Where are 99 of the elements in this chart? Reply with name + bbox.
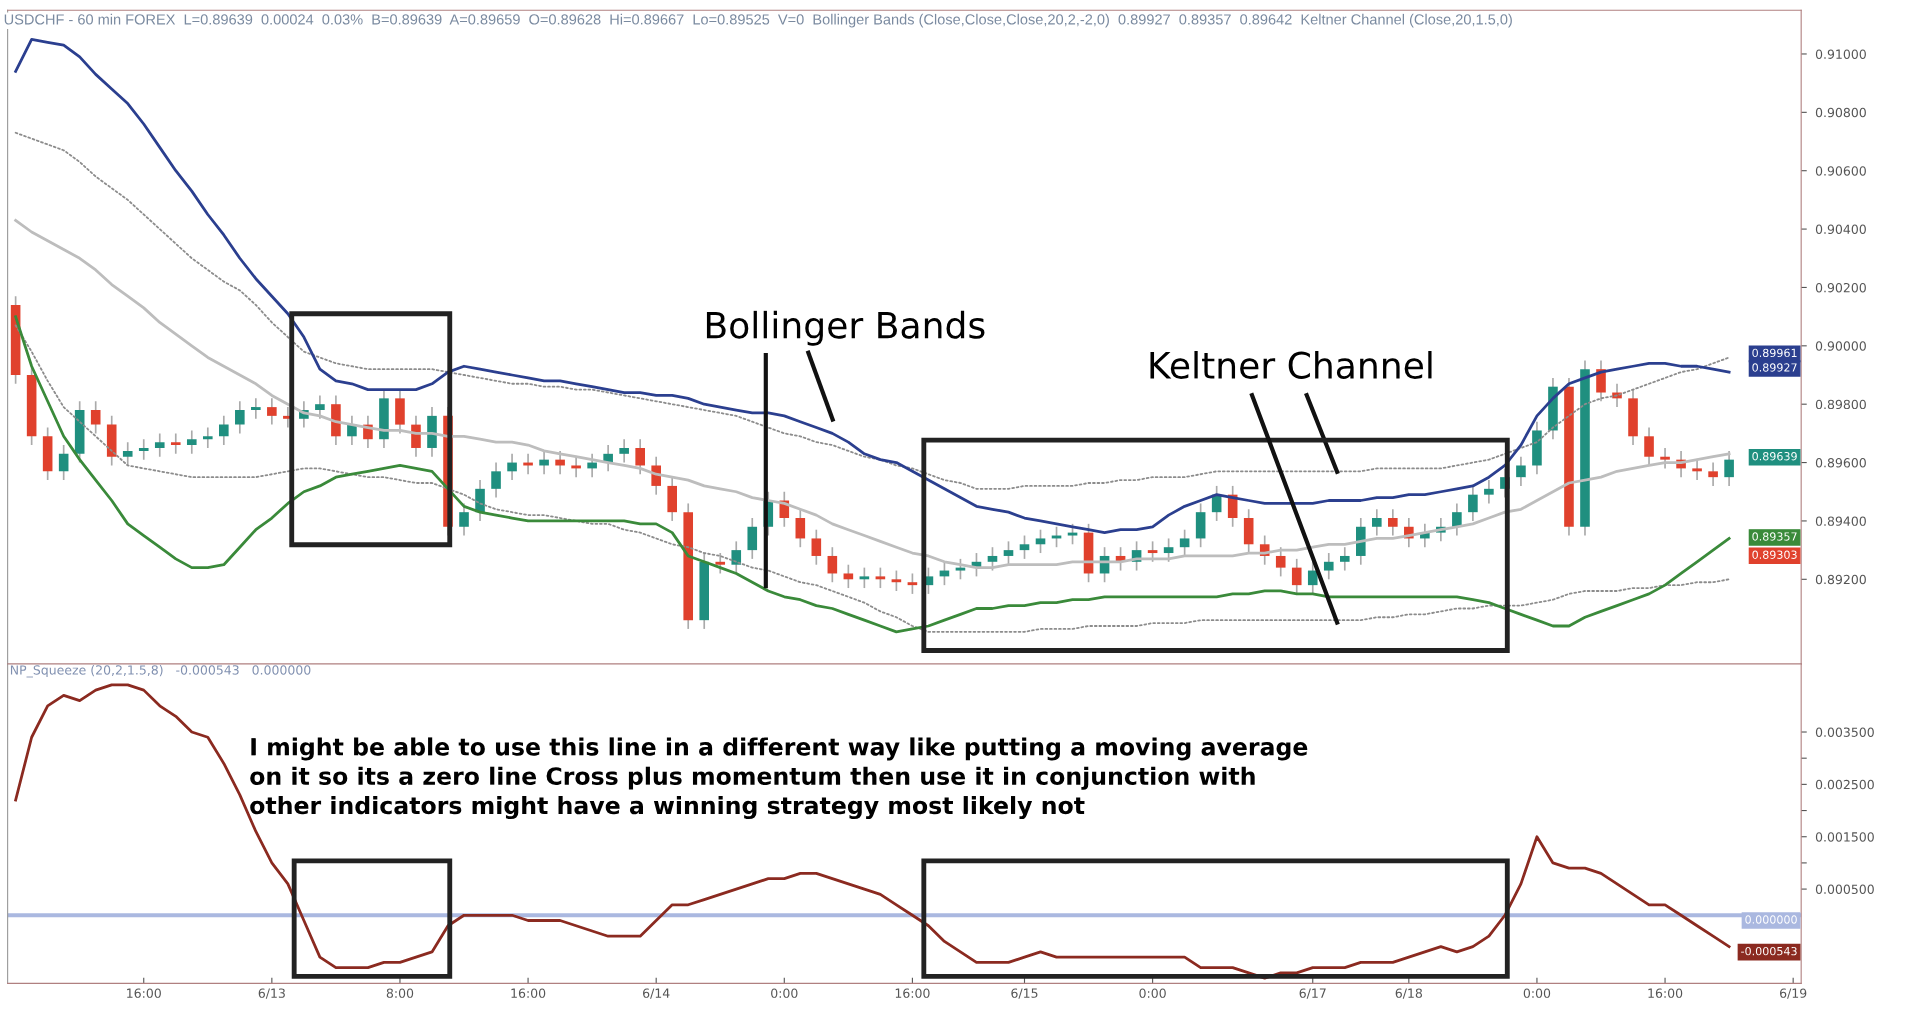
x-tick-label: 0:00: [1139, 988, 1166, 998]
candlestick: [1067, 523, 1078, 546]
x-tick-label: 6/18: [1395, 988, 1423, 999]
candlestick: [955, 558, 966, 581]
annotation: 0.89927: [1752, 363, 1797, 372]
y-tick-label: 0.91000: [1815, 49, 1866, 59]
y-tick-label: 0.002500: [1815, 779, 1874, 790]
candlestick: [571, 455, 581, 478]
candlestick: [58, 444, 69, 481]
annotation: NP_Squeeze (20,2,1.5,8) -0.000543 0.000000: [10, 665, 311, 678]
candlestick: [875, 566, 886, 589]
candlestick: [1388, 508, 1398, 537]
candlestick: [170, 432, 181, 455]
x-tick-label: 16:00: [895, 988, 930, 998]
annotation: 0.89961: [1752, 348, 1797, 358]
candlestick: [202, 426, 213, 449]
candlestick: [1323, 552, 1334, 581]
annotation: 0.89357: [1752, 532, 1797, 541]
candlestick: [186, 429, 197, 455]
candlestick: [891, 569, 902, 592]
y-tick-label: 0.89400: [1815, 516, 1866, 526]
candlestick: [747, 517, 758, 560]
x-tick-label: 16:00: [127, 988, 161, 998]
candlestick: [859, 566, 870, 589]
candlestick: [1372, 508, 1382, 537]
x-tick-label: 6/15: [1011, 988, 1038, 999]
x-tick-label: 6/13: [258, 988, 285, 999]
candlestick: [1163, 537, 1174, 563]
annotation: USDCHF - 60 min FOREX L=0.89639 0.00024 0.03% B=0.89639 A=0.89659 O=0.89628 Hi=0.89667 Lo=0.89525 V=0 Bollinger Bands (Close,Close,Close,20,2,-2,0) 0.89927 0.89357 0.89642 Keltner Channel (Close,20,1.5,0): [4, 13, 1512, 28]
x-tick-label: 16:00: [1648, 988, 1683, 998]
y-tick-label: 0.000500: [1815, 884, 1874, 895]
y-tick-label: 0.90600: [1815, 166, 1866, 176]
candlestick: [1035, 528, 1046, 554]
candlestick: [1516, 455, 1526, 487]
candlestick: [1179, 528, 1190, 557]
candlestick: [1003, 540, 1014, 566]
line-series: [14, 37, 1731, 534]
y-tick-label: 0.90400: [1815, 224, 1866, 235]
annotation: Bollinger Bands: [706, 310, 985, 346]
y-tick-label: 0.90800: [1815, 107, 1866, 118]
annotation: 0.89303: [1752, 550, 1797, 559]
candlestick: [731, 540, 742, 575]
candlestick: [315, 394, 325, 420]
y-tick-label: 0.89200: [1815, 574, 1866, 585]
x-tick-label: 6/17: [1299, 988, 1326, 999]
line-series: [14, 131, 1731, 490]
candlestick: [1468, 485, 1478, 522]
candlestick: [491, 461, 501, 499]
candlestick: [1452, 502, 1462, 537]
candlestick: [138, 438, 149, 461]
candlestick: [122, 441, 133, 467]
candlestick: [1307, 560, 1318, 595]
annotation: -0.000543: [1741, 946, 1797, 956]
candlestick: [811, 528, 822, 566]
candlestick: [1692, 458, 1702, 481]
candlestick: [154, 432, 165, 458]
candlestick: [635, 438, 645, 476]
annotation: I might be able to use this line in a different way like putting a moving average on it so its a zero line Cross plus momentum then use it in conjunction with other indicators might have a winning strategy most likely not: [250, 737, 1308, 820]
candlestick: [1291, 558, 1302, 595]
annotation: Keltner Channel: [1150, 350, 1432, 379]
candlestick: [1484, 479, 1494, 505]
candlestick: [251, 397, 261, 420]
candlestick: [795, 508, 806, 549]
x-tick-label: 0:00: [771, 988, 798, 998]
annotation: 0.000000: [1745, 915, 1797, 924]
x-tick-label: 8:00: [386, 988, 414, 998]
candlestick: [1724, 450, 1734, 487]
candlestick: [715, 552, 726, 575]
candlestick: [1147, 540, 1158, 563]
y-tick-label: 0.89800: [1815, 399, 1866, 410]
candlestick: [827, 546, 838, 584]
candlestick: [987, 546, 998, 572]
candlestick: [1660, 447, 1670, 470]
x-tick-label: 6/14: [643, 988, 670, 999]
candlestick: [1644, 426, 1654, 467]
candlestick: [459, 502, 469, 537]
y-tick-label: 0.90200: [1815, 282, 1866, 293]
candlestick: [1596, 359, 1606, 403]
annotation: 0.89639: [1752, 452, 1797, 461]
candlestick: [1708, 461, 1718, 487]
candlestick: [1019, 534, 1030, 560]
candlestick: [507, 452, 517, 481]
candlestick: [907, 572, 918, 595]
candlestick: [90, 400, 101, 435]
candlestick: [619, 438, 629, 464]
candlestick: [843, 563, 854, 589]
candlestick: [1339, 546, 1350, 572]
x-tick-label: 0:00: [1523, 988, 1551, 998]
y-tick-label: 0.003500: [1815, 727, 1874, 737]
candlestick: [219, 415, 229, 446]
y-tick-label: 0.90000: [1815, 341, 1866, 351]
candlestick: [267, 397, 277, 426]
candlestick: [235, 400, 245, 435]
candlestick: [1275, 546, 1286, 578]
x-tick-label: 16:00: [511, 988, 546, 998]
y-tick-label: 0.001500: [1815, 832, 1874, 842]
candlestick: [411, 415, 421, 458]
y-tick-label: 0.89600: [1815, 458, 1866, 468]
x-tick-label: 6/19: [1780, 988, 1807, 999]
